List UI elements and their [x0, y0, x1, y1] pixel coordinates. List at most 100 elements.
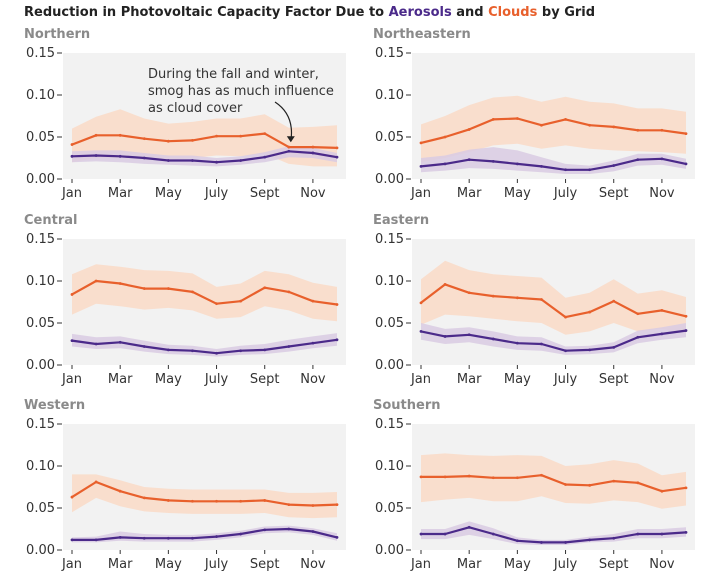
clouds-point	[191, 499, 194, 503]
y-tick-label: 0.10	[26, 88, 55, 103]
aerosols-series-line	[420, 157, 687, 171]
aerosols-point	[515, 539, 519, 543]
y-tick-label: 0.05	[375, 501, 404, 516]
aerosols-point	[419, 165, 423, 168]
aerosols-point	[443, 162, 447, 166]
clouds-point	[70, 293, 74, 296]
y-tick-label: 0.05	[26, 501, 55, 516]
aerosols-point	[443, 335, 447, 338]
y-tick-label: 0.10	[26, 274, 55, 289]
x-tick-label: Sept	[599, 557, 629, 572]
aerosols-series-line	[420, 329, 687, 352]
clouds-point	[564, 315, 567, 319]
clouds-point	[660, 309, 664, 312]
clouds-point	[636, 128, 640, 132]
aerosols-point	[70, 339, 74, 343]
clouds-point	[540, 473, 543, 477]
x-tick-label: May	[155, 372, 182, 387]
aerosols-series-line	[71, 338, 338, 355]
aerosols-point	[166, 348, 170, 352]
aerosols-point	[491, 159, 495, 163]
aerosols-point	[612, 345, 616, 349]
clouds-point	[215, 302, 218, 306]
aerosols-point	[636, 335, 640, 339]
aerosols-range-band	[72, 146, 337, 167]
aerosols-point	[311, 151, 315, 155]
clouds-point	[564, 117, 567, 121]
aerosols-point	[564, 349, 567, 353]
clouds-point	[636, 312, 640, 316]
clouds-point	[142, 496, 146, 500]
clouds-point	[612, 479, 616, 483]
clouds-point	[491, 476, 495, 480]
clouds-point	[660, 489, 664, 493]
aerosols-point	[491, 337, 495, 341]
clouds-point	[612, 299, 616, 303]
panel-western: Western 0.00 0.05 0.10 0.15 Jan Mar May July Sept…	[24, 398, 346, 572]
x-tick-label: Jan	[61, 186, 82, 201]
y-tick-label: 0.05	[375, 130, 404, 145]
clouds-point	[311, 504, 315, 507]
aerosols-point	[540, 165, 543, 168]
clouds-point	[540, 298, 543, 301]
clouds-point	[491, 294, 495, 298]
clouds-point	[215, 499, 218, 503]
aerosols-point	[215, 535, 218, 538]
aerosols-point	[660, 332, 664, 336]
aerosols-point	[263, 528, 267, 532]
x-tick-label: May	[504, 557, 531, 572]
aerosols-point	[564, 168, 567, 172]
x-tick-label: Jan	[410, 557, 431, 572]
y-tick-label: 0.10	[375, 274, 404, 289]
aerosols-point	[191, 159, 194, 162]
aerosols-point	[684, 530, 688, 534]
panel-title: Central	[24, 213, 77, 228]
aerosols-point	[142, 536, 146, 540]
panel-title: Northeastern	[373, 27, 471, 42]
chart-title: Reduction in Photovoltaic Capacity Facto…	[24, 5, 595, 20]
annotation-text: as cloud cover	[148, 101, 243, 116]
aerosols-point	[239, 532, 243, 536]
y-tick-label: 0.10	[26, 459, 55, 474]
aerosols-point	[287, 149, 291, 153]
x-tick-label: July	[553, 557, 578, 572]
aerosols-point	[70, 154, 74, 158]
x-tick-label: Nov	[300, 557, 326, 572]
title-clouds: Clouds	[488, 5, 538, 20]
aerosols-point	[311, 341, 315, 345]
clouds-point	[636, 481, 640, 485]
aerosols-point	[684, 162, 688, 166]
clouds-point	[287, 145, 291, 149]
clouds-point	[443, 475, 447, 479]
clouds-series-line	[420, 283, 687, 319]
clouds-point	[142, 137, 146, 141]
aerosols-range-band	[421, 521, 686, 545]
aerosols-point	[443, 532, 447, 536]
x-tick-label: July	[553, 372, 578, 387]
clouds-point	[191, 290, 194, 294]
clouds-point	[311, 145, 315, 149]
x-tick-label: Mar	[108, 186, 133, 201]
clouds-point	[588, 310, 592, 314]
clouds-point	[70, 495, 74, 499]
clouds-point	[142, 287, 146, 290]
x-tick-label: Mar	[108, 557, 133, 572]
aerosols-series-line	[72, 527, 338, 542]
x-tick-label: Sept	[250, 557, 280, 572]
clouds-point	[467, 291, 471, 295]
aerosols-point	[612, 536, 616, 540]
clouds-point	[588, 483, 592, 487]
aerosols-series-line	[421, 526, 687, 544]
aerosols-point	[491, 532, 495, 536]
clouds-point	[166, 139, 170, 143]
x-tick-label: Mar	[108, 372, 133, 387]
aerosols-point	[70, 538, 74, 542]
clouds-series-line	[71, 480, 338, 507]
annotation-text: smog has as much influence	[148, 84, 334, 99]
clouds-series-line	[71, 132, 338, 149]
y-tick-label: 0.00	[26, 358, 55, 373]
panel-southern: Southern 0.00 0.05 0.10 0.15 Jan Mar May July Sep…	[373, 398, 695, 572]
y-tick-label: 0.15	[26, 232, 55, 247]
x-tick-label: Nov	[649, 557, 675, 572]
